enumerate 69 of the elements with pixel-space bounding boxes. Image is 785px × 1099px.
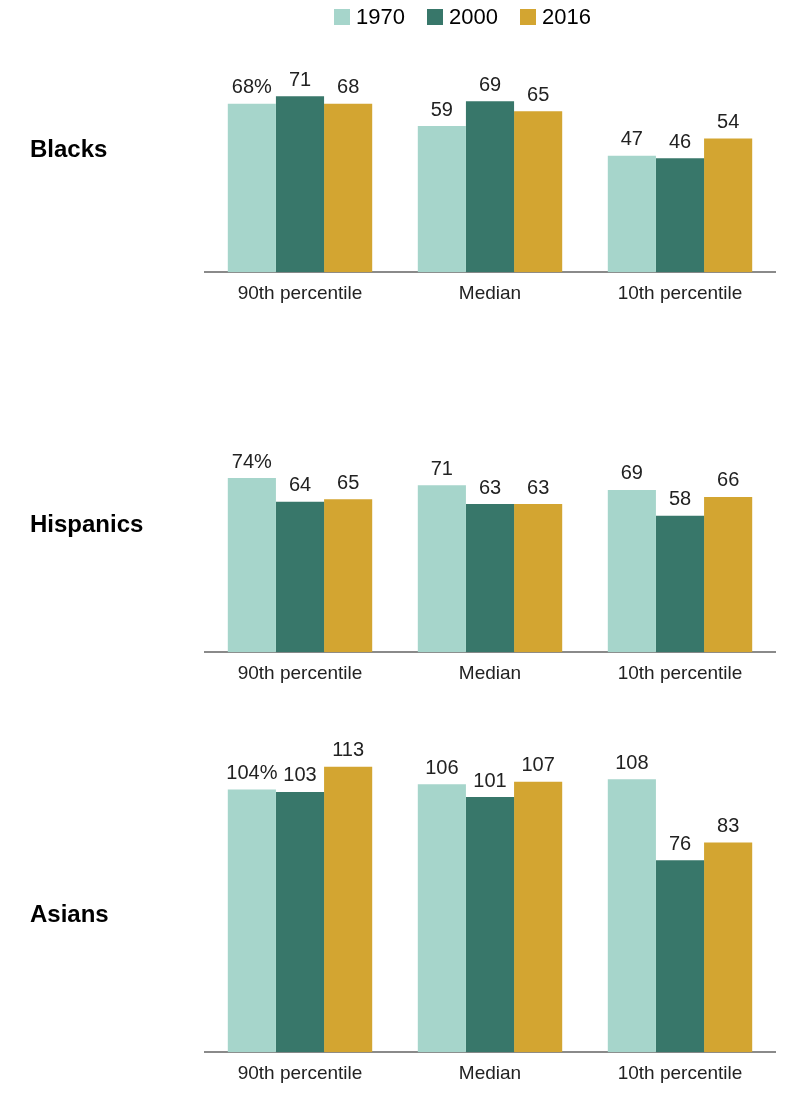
- bar: [417, 784, 466, 1053]
- x-tick-label: 10th percentile: [617, 281, 743, 303]
- data-label: 68: [337, 75, 360, 98]
- bar: [514, 111, 563, 273]
- bar: [275, 501, 325, 653]
- bar: [465, 797, 515, 1053]
- data-label: 113: [332, 738, 365, 761]
- text: Asians: [30, 900, 109, 928]
- bar: [417, 126, 466, 273]
- bar: [324, 103, 373, 273]
- bar: [655, 860, 705, 1053]
- x-tick-label: 10th percentile: [617, 661, 743, 683]
- bar: [704, 496, 753, 653]
- bar: [417, 485, 466, 653]
- data-label: 76: [668, 831, 692, 854]
- bar: [704, 138, 753, 273]
- x-tick-label: Median: [458, 1061, 522, 1083]
- bar: [514, 781, 563, 1053]
- legend-label: 1970: [355, 4, 406, 30]
- legend-label: 2016: [540, 4, 591, 30]
- bar: [607, 489, 656, 653]
- bar: [704, 842, 753, 1053]
- data-label: 64: [288, 473, 312, 496]
- bar: [655, 158, 705, 273]
- bar: [227, 789, 276, 1053]
- bar: [227, 103, 276, 273]
- bar: [324, 766, 373, 1053]
- bar: [607, 155, 656, 273]
- data-label: 83: [717, 814, 740, 836]
- data-label: 103: [283, 763, 317, 786]
- data-label: 108: [615, 750, 649, 773]
- bar: [275, 791, 325, 1053]
- bar: [324, 499, 373, 653]
- x-tick-label: Median: [458, 661, 522, 683]
- data-label: 63: [527, 475, 550, 498]
- data-label: 68%: [231, 75, 273, 98]
- text: Blacks: [30, 135, 108, 163]
- data-label: 66: [717, 468, 740, 491]
- x-tick-label: 90th percentile: [237, 1061, 363, 1083]
- data-label: 65: [337, 470, 360, 493]
- bar: [514, 503, 563, 653]
- data-label: 71: [288, 67, 312, 90]
- x-tick-label: 90th percentile: [237, 281, 363, 303]
- text: Hispanics: [30, 510, 144, 538]
- data-label: 47: [620, 127, 643, 150]
- data-label: 54: [717, 109, 740, 132]
- data-label: 107: [521, 753, 555, 776]
- data-label: 104%: [226, 760, 278, 783]
- bar: [655, 515, 705, 653]
- legend-label: 2000: [448, 4, 498, 30]
- bar: [465, 101, 515, 273]
- bar: [465, 503, 515, 653]
- x-tick-label: 90th percentile: [237, 661, 363, 683]
- data-label: 74%: [231, 449, 273, 472]
- data-label: 59: [430, 97, 453, 120]
- data-label: 65: [527, 82, 550, 105]
- data-label: 58: [668, 487, 692, 510]
- data-label: 46: [668, 129, 692, 152]
- data-label: 69: [478, 72, 502, 95]
- data-label: 101: [473, 768, 507, 791]
- bar: [607, 779, 656, 1053]
- bar: [275, 96, 325, 273]
- bar: [227, 478, 276, 653]
- data-label: 63: [478, 475, 502, 498]
- x-tick-label: Median: [458, 281, 522, 303]
- data-label: 71: [430, 456, 453, 479]
- x-tick-label: 10th percentile: [617, 1061, 743, 1083]
- data-label: 69: [620, 461, 643, 484]
- data-label: 106: [425, 755, 459, 778]
